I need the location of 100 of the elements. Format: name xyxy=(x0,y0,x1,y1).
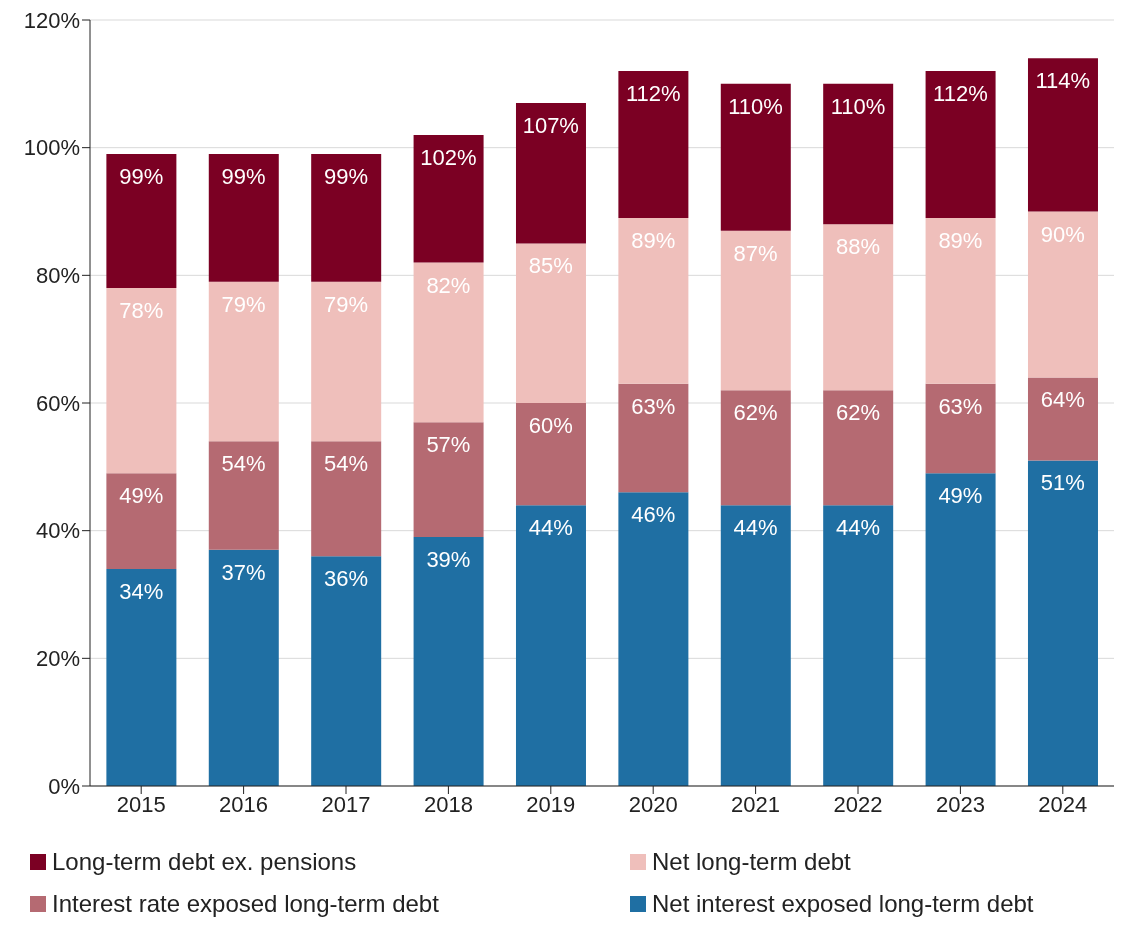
annotation: 63% xyxy=(938,393,983,419)
x-tick-label: 2015 xyxy=(116,791,166,817)
bar xyxy=(1027,377,1098,461)
bar xyxy=(106,154,177,289)
bar xyxy=(1027,211,1098,378)
annotation: 62% xyxy=(835,400,881,426)
x-tick-label: 2020 xyxy=(628,791,678,817)
bar xyxy=(1027,58,1098,212)
x-tick-label: 2021 xyxy=(731,791,781,817)
bar xyxy=(311,154,382,282)
annotation: 112% xyxy=(933,81,988,107)
bar xyxy=(515,102,586,244)
annotation: 99% xyxy=(221,164,266,190)
bar xyxy=(1027,460,1098,786)
bar xyxy=(823,390,894,506)
x-tick-label: 2024 xyxy=(1038,791,1088,817)
y-tick-label: 120% xyxy=(23,7,80,33)
bar xyxy=(925,383,996,474)
annotation: 99% xyxy=(119,164,164,190)
annotation: 107% xyxy=(522,112,579,138)
annotation: 78% xyxy=(119,298,164,324)
annotation: 63% xyxy=(631,393,676,419)
y-tick-label: 0% xyxy=(48,773,80,799)
annotation: 110% xyxy=(830,93,886,119)
annotation: 44% xyxy=(733,515,778,541)
annotation: 99% xyxy=(323,164,369,190)
bar xyxy=(311,281,382,442)
annotation: 36% xyxy=(323,566,369,592)
legend-label: Net long-term debt xyxy=(652,848,851,876)
y-tick-label: 60% xyxy=(35,390,80,416)
bar xyxy=(720,505,791,786)
annotation: 44% xyxy=(528,515,573,541)
annotation: 79% xyxy=(221,291,266,317)
annotation: 46% xyxy=(631,502,676,528)
bar xyxy=(618,383,689,493)
bar xyxy=(618,71,689,218)
bar xyxy=(106,568,177,786)
bar xyxy=(720,390,791,506)
bar xyxy=(413,422,484,538)
annotation: 49% xyxy=(938,483,983,509)
bar xyxy=(106,473,177,569)
annotation: 89% xyxy=(631,227,676,253)
annotation: 82% xyxy=(426,272,471,298)
legend-label: Interest rate exposed long-term debt xyxy=(52,890,439,918)
y-tick-label: 40% xyxy=(35,518,80,544)
annotation: 90% xyxy=(1040,221,1085,247)
annotation: 34% xyxy=(119,578,164,604)
bar xyxy=(515,403,586,506)
bar xyxy=(720,83,791,231)
annotation: 44% xyxy=(835,515,881,541)
y-tick-label: 20% xyxy=(35,646,80,672)
annotation: 85% xyxy=(528,253,573,279)
bar xyxy=(720,230,791,391)
annotation: 39% xyxy=(426,547,471,573)
x-tick-label: 2022 xyxy=(833,791,883,817)
annotation: 112% xyxy=(625,81,681,107)
bar xyxy=(515,505,586,786)
bar xyxy=(106,288,177,474)
annotation: 64% xyxy=(1040,387,1085,413)
annotation: 88% xyxy=(835,234,881,260)
annotation: 54% xyxy=(221,451,266,477)
x-tick-label: 2018 xyxy=(423,791,473,817)
annotation: 114% xyxy=(1035,68,1091,94)
x-tick-label: 2017 xyxy=(321,791,371,817)
bar xyxy=(208,441,279,550)
annotation: 49% xyxy=(119,483,164,509)
bar xyxy=(618,492,689,786)
annotation: 79% xyxy=(323,291,369,317)
bar xyxy=(823,83,894,225)
bar xyxy=(413,134,484,263)
x-tick-label: 2016 xyxy=(219,791,269,817)
annotation: 62% xyxy=(733,400,778,426)
bar xyxy=(311,556,382,786)
bar xyxy=(208,154,279,282)
bar xyxy=(823,505,894,786)
bar xyxy=(208,281,279,442)
annotation: 102% xyxy=(420,144,477,170)
annotation: 51% xyxy=(1040,470,1085,496)
annotation: 87% xyxy=(733,240,778,266)
x-tick-label: 2023 xyxy=(935,791,985,817)
bar xyxy=(823,224,894,391)
bar xyxy=(618,217,689,384)
annotation: 110% xyxy=(728,93,783,119)
x-tick-label: 2019 xyxy=(526,791,576,817)
bar xyxy=(413,537,484,786)
y-tick-label: 80% xyxy=(35,263,80,289)
legend-label: Long-term debt ex. pensions xyxy=(52,848,357,876)
bar xyxy=(925,71,996,218)
bar xyxy=(413,262,484,423)
annotation: 57% xyxy=(426,432,471,458)
legend-label: Net interest exposed long-term debt xyxy=(652,890,1034,918)
annotation: 89% xyxy=(938,227,983,253)
y-tick-label: 100% xyxy=(23,135,80,161)
bar xyxy=(311,441,382,557)
bar xyxy=(515,243,586,403)
annotation: 37% xyxy=(221,559,266,585)
bar xyxy=(208,549,279,786)
annotation: 54% xyxy=(323,451,369,477)
annotation: 60% xyxy=(528,413,573,438)
bar xyxy=(925,473,996,786)
